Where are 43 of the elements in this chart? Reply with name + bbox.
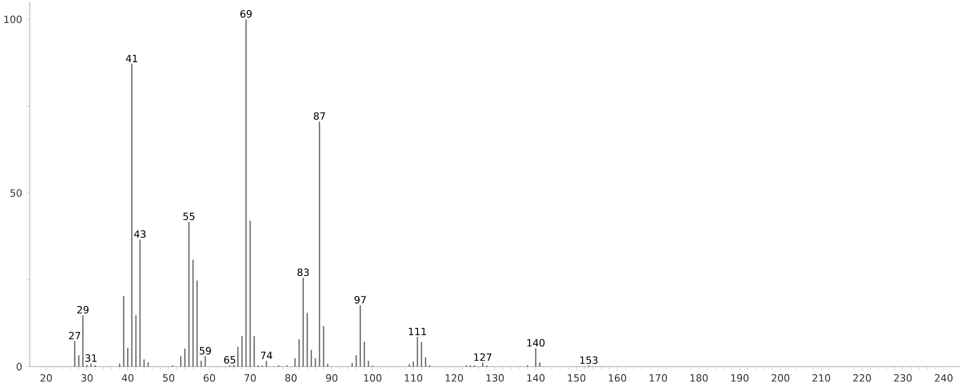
x-tick-label: 190 [731, 374, 749, 382]
x-tick-label: 170 [650, 374, 667, 382]
x-tick-label: 90 [326, 374, 338, 382]
annotation: 41 [126, 55, 138, 62]
annotation: 65 [224, 356, 236, 364]
x-tick-label: 100 [364, 374, 382, 382]
annotation: 87 [314, 112, 325, 120]
x-tick-label: 240 [934, 374, 953, 382]
x-tick-label: 220 [853, 374, 871, 382]
annotation: 55 [183, 212, 194, 220]
annotation: 153 [580, 356, 598, 364]
x-tick-label: 20 [40, 374, 52, 382]
x-tick-label: 80 [285, 374, 297, 382]
annotation: 140 [527, 339, 545, 347]
annotation: 27 [69, 332, 80, 340]
y-tick-label: 100 [4, 16, 22, 24]
x-tick-label: 40 [122, 374, 134, 382]
x-tick-label: 30 [81, 374, 93, 382]
annotation: 31 [85, 354, 96, 362]
annotation: 29 [77, 306, 89, 314]
x-tick-label: 180 [690, 374, 708, 382]
y-tick-label: 50 [10, 189, 22, 197]
x-tick-label: 70 [244, 374, 256, 382]
x-tick-label: 230 [894, 374, 912, 382]
x-tick-label: 130 [486, 374, 504, 382]
x-tick-label: 160 [608, 374, 626, 382]
annotation: 97 [354, 296, 366, 304]
annotation: 111 [409, 328, 426, 336]
x-tick-label: 200 [772, 374, 790, 382]
x-tick-label: 150 [568, 374, 586, 382]
annotation: 127 [474, 354, 492, 361]
x-tick-label: 50 [162, 374, 174, 382]
x-tick-label: 210 [812, 374, 830, 382]
annotation: 69 [240, 10, 252, 18]
x-tick-label: 110 [404, 374, 422, 382]
annotation: 83 [298, 268, 309, 276]
x-tick-label: 140 [527, 374, 545, 382]
x-tick-label: 120 [446, 374, 463, 382]
x-tick-label: 60 [204, 374, 216, 382]
annotation: 74 [260, 352, 272, 360]
annotation: 59 [200, 347, 211, 355]
annotation: 43 [134, 230, 146, 238]
y-tick-label: 0 [16, 363, 22, 371]
